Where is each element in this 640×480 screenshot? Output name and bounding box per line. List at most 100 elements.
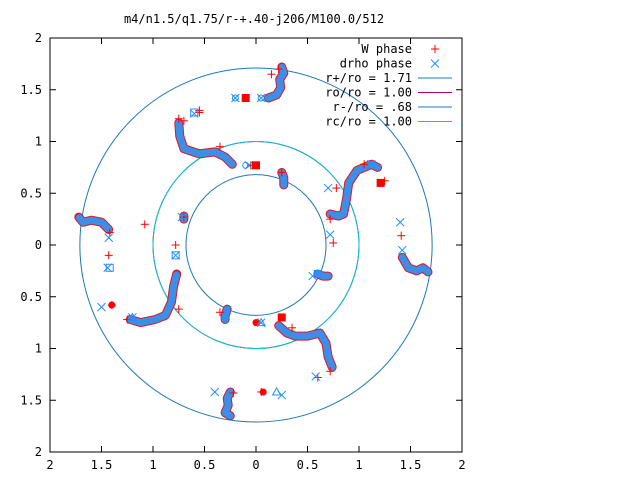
arc-upper-left — [175, 119, 236, 168]
reference-circle-3 — [185, 174, 327, 316]
drho-phase-point-5-b — [325, 230, 335, 240]
drho-phase-point-10-b — [210, 387, 220, 397]
arc-center-right — [314, 270, 332, 280]
w-phase-point-8 — [360, 160, 369, 169]
w-phase-point-28 — [179, 116, 188, 125]
drho-phase-point-13-b — [97, 302, 106, 312]
w-phase-point-18 — [215, 308, 224, 317]
chart-title: m4/n1.5/q1.75/r-+.40-j206/M100.0/512 — [124, 12, 384, 26]
circle-marker-5 — [108, 301, 116, 309]
drho-phase-point-19 — [323, 183, 333, 193]
w-phase-point-0 — [267, 70, 276, 79]
triangle-marker-3 — [220, 310, 230, 319]
drho-phase-point-15 — [104, 233, 114, 243]
triangle-marker-0 — [256, 317, 267, 327]
w-phase-point-22 — [104, 251, 113, 260]
drho-phase-point-20 — [367, 159, 376, 169]
circle-marker-1 — [231, 94, 239, 102]
w-phase-point-19 — [174, 305, 183, 314]
drho-phase-point-8 — [311, 372, 321, 381]
arc-lower-left — [126, 270, 181, 327]
w-phase-point-23 — [171, 241, 180, 249]
y-tick-label-3: 0.5 — [20, 290, 42, 304]
y-tick-label-1: 1.5 — [20, 393, 42, 407]
x-tick-label-5: 0.5 — [297, 458, 319, 472]
circle-marker-0 — [257, 94, 265, 102]
triangle-marker-2 — [127, 312, 138, 321]
arc-lower-right — [275, 322, 336, 371]
drho-phase-point-6-b — [395, 217, 405, 227]
drho-phase-point-10 — [210, 387, 220, 397]
reference-circle-4 — [152, 141, 360, 349]
arc-far-left — [75, 213, 113, 233]
reference-circle-2 — [152, 141, 360, 349]
w-phase-point-12 — [288, 323, 297, 332]
square-marker-5 — [105, 263, 114, 272]
legend-label-3: ro/ro = 1.00 — [325, 86, 412, 100]
y-tick-label-6: 1 — [35, 135, 42, 149]
legend-sample-1 — [430, 59, 440, 68]
drho-phase-point-4-b — [308, 271, 318, 281]
x-tick-label-1: 1.5 — [91, 458, 113, 472]
y-tick-label-0: 2 — [35, 445, 42, 459]
drho-phase-point-20-b — [367, 159, 376, 169]
arc-far-right — [398, 253, 432, 276]
w-phase-point-11 — [329, 238, 338, 247]
phase-curves — [74, 62, 433, 421]
legend-label-4: r-/ro = .68 — [333, 100, 412, 114]
x-tick-label-8: 2 — [458, 458, 465, 472]
w-phase-point-1 — [274, 65, 283, 74]
square-marker-3 — [376, 178, 385, 187]
drho-phase-point-18-b — [177, 212, 187, 222]
x-tick-label-0: 2 — [46, 458, 53, 472]
drho-phase-point-17 — [171, 250, 181, 260]
drho-phase-point-19-b — [323, 183, 333, 193]
arc-right — [326, 160, 381, 220]
square-marker-0 — [241, 94, 250, 103]
arc-bottom — [221, 388, 234, 420]
drho-phase-point-0 — [256, 93, 266, 103]
y-tick-label-7: 1.5 — [20, 83, 42, 97]
drho-phase-point-1 — [231, 93, 240, 103]
w-phase-point-6 — [326, 215, 335, 224]
y-tick-label-4: 0 — [35, 238, 42, 252]
x-tick-label-3: 0.5 — [194, 458, 216, 472]
w-phase-point-26 — [174, 114, 183, 123]
legend-sample-1-b — [430, 59, 440, 68]
drho-phase-point-4 — [308, 271, 318, 281]
drho-phase-point-18 — [177, 212, 187, 222]
reference-circles — [79, 67, 433, 423]
drho-phase-point-7 — [397, 245, 407, 255]
drho-phase-point-1-b — [231, 93, 240, 103]
drho-phase-point-17-b — [171, 250, 181, 260]
phase-markers — [97, 65, 407, 400]
square-marker-6 — [313, 269, 322, 278]
x-tick-label-7: 1.5 — [400, 458, 422, 472]
y-tick-label-8: 2 — [35, 31, 42, 45]
reference-circle-1 — [79, 67, 433, 423]
x-tick-label-2: 1 — [149, 458, 156, 472]
square-marker-1 — [190, 108, 199, 117]
legend-sample-0 — [431, 45, 439, 53]
drho-phase-point-15-b — [104, 233, 114, 243]
drho-phase-point-7-b — [397, 245, 407, 255]
y-tick-label-2: 1 — [35, 342, 42, 356]
x-tick-label-6: 1 — [355, 458, 362, 472]
arc-top — [264, 63, 288, 102]
w-phase-point-14 — [326, 367, 335, 376]
drho-phase-point-5 — [325, 230, 335, 240]
square-marker-2 — [252, 161, 260, 170]
legend-label-2: r+/ro = 1.71 — [325, 71, 412, 85]
drho-phase-point-6 — [395, 217, 405, 227]
legend-label-0: W phase — [361, 42, 412, 56]
drho-phase-point-8-b — [311, 372, 321, 381]
w-phase-point-15 — [229, 389, 238, 398]
triangle-marker-1 — [271, 386, 282, 396]
w-phase-point-27 — [195, 106, 204, 115]
w-phase-point-3 — [215, 142, 224, 151]
legend-label-1: drho phase — [340, 57, 412, 71]
arc-center-top — [278, 169, 288, 189]
drho-phase-point-9-b — [277, 390, 287, 400]
